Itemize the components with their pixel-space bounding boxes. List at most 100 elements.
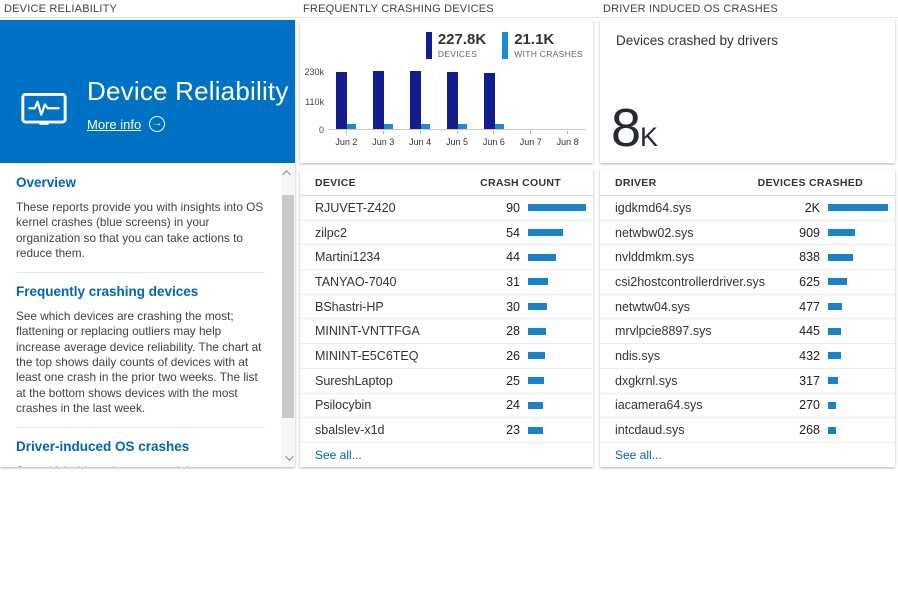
info-sections: Overview These reports provide you with i… <box>16 164 265 467</box>
stat: 21.1K WITH CRASHES <box>502 32 583 59</box>
row-value: 28 <box>506 324 520 339</box>
row-value: 477 <box>799 299 820 314</box>
row-value-bar <box>828 327 841 335</box>
table-row[interactable]: intcdaud.sys 268 <box>600 418 895 443</box>
row-label: BShastri-HP <box>315 299 384 314</box>
row-value-bar <box>828 253 853 261</box>
table-row[interactable]: netwtw04.sys 477 <box>600 295 895 320</box>
see-all-devices-link[interactable]: See all... <box>315 447 362 462</box>
row-value-bar <box>828 426 836 434</box>
scrollbar-thumb[interactable] <box>282 195 294 418</box>
row-label: csi2hostcontrollerdriver.sys <box>615 274 766 289</box>
table-row[interactable]: TANYAO-7040 31 <box>300 270 593 295</box>
axis-tick <box>345 131 347 134</box>
see-all-drivers-link[interactable]: See all... <box>615 447 662 462</box>
row-label: TANYAO-7040 <box>315 274 397 289</box>
legend-marker-icon <box>502 32 509 59</box>
row-label: MININT-VNTTFGA <box>315 324 420 339</box>
chart-bar <box>347 124 357 129</box>
row-value: 90 <box>506 200 520 215</box>
description-panel: Overview These reports provide you with i… <box>0 163 295 467</box>
devices-crashed-count: 8 K <box>611 101 658 155</box>
table-row[interactable]: Psilocybin 24 <box>300 394 593 419</box>
row-value: 31 <box>506 274 520 289</box>
row-label: iacamera64.sys <box>615 398 703 413</box>
row-value-bar <box>528 204 586 212</box>
stat-value: 227.8K <box>437 31 487 48</box>
table-row[interactable]: iacamera64.sys 270 <box>600 394 895 419</box>
row-label: nvlddmkm.sys <box>615 250 695 265</box>
table-row[interactable]: Martini1234 44 <box>300 245 593 271</box>
chart-bar <box>458 124 467 129</box>
row-value-bar <box>528 327 546 335</box>
row-label: netwbw02.sys <box>615 225 694 240</box>
table-row[interactable]: MININT-E5C6TEQ 26 <box>300 344 593 369</box>
summary-label: Devices crashed by drivers <box>616 33 779 48</box>
chart-bar <box>494 124 504 129</box>
x-axis-label: Jun 5 <box>445 137 469 147</box>
y-axis-label: 0 <box>318 125 324 135</box>
chart-bar <box>421 124 431 129</box>
row-value-bar <box>528 377 544 385</box>
axis-tick <box>493 131 495 134</box>
crash-trend-chart-panel: 227.8K DEVICES 21.1K WITH CRASHES 230k 110k 0… <box>300 20 593 163</box>
table-row[interactable]: SureshLaptop 25 <box>300 369 593 394</box>
table-row[interactable]: nvlddmkm.sys 838 <box>600 245 895 271</box>
column-header-driver-crashes: DRIVER INDUCED OS CRASHES <box>603 3 778 15</box>
table-row[interactable]: igdkmd64.sys 2K <box>600 196 895 221</box>
axis-tick <box>567 131 569 134</box>
row-value-bar <box>828 401 836 409</box>
table-row[interactable]: sbalslev-x1d 23 <box>300 418 593 443</box>
column-header-device-reliability: DEVICE RELIABILITY <box>4 3 118 15</box>
row-value-bar <box>828 229 855 237</box>
device-reliability-tile[interactable]: Device Reliability More info → <box>0 20 295 163</box>
x-axis-label: Jun 3 <box>372 137 395 147</box>
table-row[interactable]: ndis.sys 432 <box>600 344 895 369</box>
drivers-summary-panel: Devices crashed by drivers 8 K <box>600 20 895 163</box>
header-divider <box>0 17 898 18</box>
row-value: 268 <box>799 423 820 438</box>
devices-crashed-column-header: DEVICES CRASHED <box>757 176 863 189</box>
table-row[interactable]: MININT-VNTTFGA 28 <box>300 319 593 345</box>
row-label: intcdaud.sys <box>615 423 685 438</box>
chart-yaxis: 230k 110k 0 <box>300 66 324 136</box>
chart-bar <box>447 72 458 129</box>
row-value-bar <box>828 377 838 385</box>
chart-category <box>475 72 512 129</box>
chart-category <box>365 71 402 129</box>
table-row[interactable]: dxgkrnl.sys 317 <box>600 369 895 394</box>
row-value-bar <box>528 426 543 434</box>
table-row[interactable]: RJUVET-Z420 90 <box>300 196 593 221</box>
chart-category <box>402 71 439 129</box>
chart-category <box>439 72 476 129</box>
driver-column-header: DRIVER <box>615 176 657 189</box>
table-row[interactable]: netwbw02.sys 909 <box>600 221 895 246</box>
row-label: ndis.sys <box>615 348 661 363</box>
table-row[interactable]: csi2hostcontrollerdriver.sys 625 <box>600 270 895 295</box>
y-axis-label: 110k <box>305 97 324 108</box>
row-value: 30 <box>506 299 520 314</box>
row-value: 625 <box>799 274 820 289</box>
table-row[interactable]: zilpc2 54 <box>300 221 593 246</box>
scroll-down-icon[interactable] <box>281 450 295 465</box>
row-label: igdkmd64.sys <box>615 200 692 215</box>
row-value: 54 <box>506 225 520 240</box>
row-value: 445 <box>799 324 820 339</box>
scrollbar[interactable] <box>281 163 295 467</box>
more-info-link[interactable]: More info → <box>87 116 289 132</box>
axis-tick <box>530 131 532 134</box>
row-value: 838 <box>799 250 820 265</box>
row-value: 2K <box>804 200 820 215</box>
stat-value: 21.1K <box>514 31 555 48</box>
tile-title: Device Reliability <box>87 76 289 106</box>
table-header: DEVICE CRASH COUNT <box>300 170 593 196</box>
row-value-bar <box>528 229 563 237</box>
section-heading: Driver-induced OS crashes <box>16 439 190 455</box>
table-row[interactable]: mrvlpcie8897.sys 445 <box>600 319 895 345</box>
row-value-bar <box>828 204 888 212</box>
stat-label: WITH CRASHES <box>514 49 583 59</box>
driver-table-body: igdkmd64.sys 2K netwbw02.sys 909 nvlddmkm.sy… <box>600 196 895 443</box>
table-row[interactable]: BShastri-HP 30 <box>300 295 593 320</box>
scroll-up-icon[interactable] <box>281 165 295 180</box>
